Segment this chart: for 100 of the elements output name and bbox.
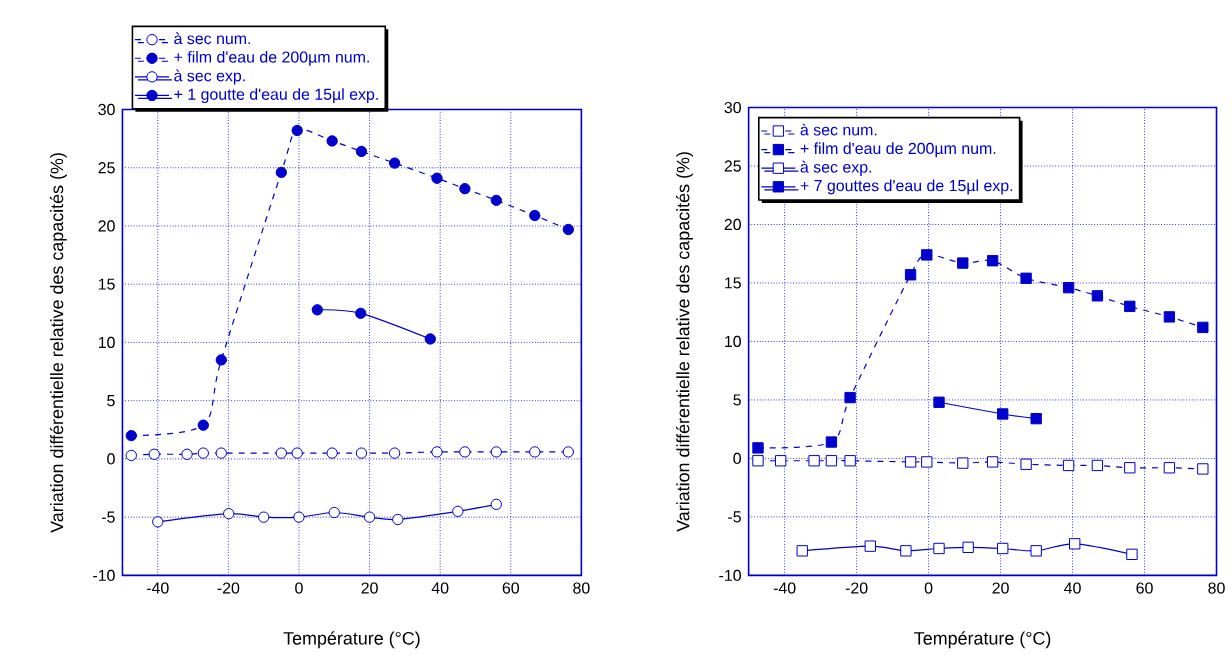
point — [1197, 321, 1209, 334]
x-tick-label: 60 — [1136, 582, 1153, 594]
y-tick-label: 15 — [725, 277, 741, 289]
x-tick-label: 40 — [431, 582, 449, 594]
point — [490, 194, 502, 207]
point — [921, 249, 933, 261]
legend-label: à sec exp. — [174, 69, 245, 85]
x-tick-label: 20 — [992, 582, 1009, 594]
point — [125, 429, 137, 442]
point — [223, 507, 235, 520]
point — [1030, 545, 1042, 557]
x-tick-label: -20 — [845, 582, 868, 594]
point — [904, 456, 917, 468]
point — [197, 447, 209, 459]
y-tick-label: 5 — [107, 395, 115, 407]
legend-label: à sec exp. — [800, 160, 872, 176]
point — [181, 448, 193, 460]
point — [921, 456, 933, 468]
point — [148, 448, 160, 460]
y-tick-label: -5 — [101, 511, 115, 523]
x-tick-label: 60 — [502, 582, 520, 594]
y-tick-label: -10 — [719, 569, 741, 582]
point — [452, 505, 464, 517]
point — [1163, 311, 1176, 323]
point — [431, 172, 443, 184]
legend-label: + 1 goutte d'eau de 15µl exp. — [174, 88, 378, 104]
point — [844, 391, 856, 404]
point — [431, 446, 443, 458]
point — [796, 545, 808, 557]
point — [900, 545, 912, 557]
y-tick-label: 20 — [724, 218, 741, 231]
point — [490, 446, 502, 458]
point — [490, 498, 502, 510]
point — [844, 455, 856, 467]
point — [1020, 458, 1032, 470]
point — [529, 209, 541, 222]
legend-label: + film d'eau de 200µm num. — [800, 142, 996, 158]
legend-label: à sec num. — [800, 123, 877, 136]
point — [962, 541, 974, 553]
x-axis-title: Température (°C) — [914, 631, 1051, 649]
point — [1069, 538, 1081, 550]
point — [355, 145, 368, 158]
y-tick-label: 20 — [98, 220, 115, 232]
point — [864, 540, 876, 552]
y-tick-label: 30 — [98, 103, 115, 116]
y-tick-label: 10 — [98, 336, 115, 349]
y-axis-title: Variation différentielle relative des capacités (%) — [49, 153, 67, 533]
point — [808, 455, 820, 467]
point — [562, 223, 574, 236]
y-tick-label: 25 — [98, 162, 115, 174]
point — [825, 436, 838, 448]
point — [215, 447, 227, 459]
x-tick-label: 40 — [1064, 582, 1081, 594]
point — [1020, 272, 1032, 284]
point — [1197, 463, 1209, 475]
point — [1062, 459, 1075, 472]
x-axis-title: Température (°C) — [283, 631, 420, 649]
point — [825, 455, 838, 467]
x-tick-label: 0 — [924, 582, 933, 594]
point — [355, 447, 368, 459]
point — [752, 455, 764, 467]
point — [328, 506, 340, 519]
point — [752, 442, 764, 454]
point — [1091, 459, 1104, 472]
y-axis-title: Variation différentielle relative des capacités (%) — [676, 152, 693, 532]
point — [392, 513, 404, 526]
point — [986, 255, 999, 267]
point — [904, 269, 917, 281]
x-tick-label: 20 — [361, 582, 378, 594]
point — [957, 257, 969, 269]
point — [355, 307, 367, 319]
point — [275, 166, 287, 179]
point — [388, 157, 401, 169]
point — [459, 446, 471, 458]
point — [1030, 412, 1042, 425]
point — [1124, 462, 1136, 474]
point — [291, 447, 303, 459]
point — [215, 354, 227, 366]
point — [562, 446, 574, 458]
point — [152, 516, 164, 528]
point — [388, 447, 401, 459]
point — [1062, 281, 1075, 294]
point — [291, 124, 303, 137]
point — [529, 446, 541, 458]
point — [125, 449, 137, 462]
x-tick-label: -40 — [773, 582, 796, 594]
point — [326, 135, 338, 147]
y-tick-label: 10 — [725, 335, 741, 348]
x-tick-label: 80 — [1208, 582, 1225, 594]
x-tick-label: 80 — [573, 582, 590, 594]
y-tick-label: -10 — [93, 569, 115, 582]
y-tick-label: 0 — [107, 453, 115, 465]
y-tick-label: 30 — [724, 101, 741, 114]
point — [1126, 548, 1138, 560]
point — [997, 408, 1009, 420]
point — [275, 447, 287, 459]
point — [1091, 290, 1104, 302]
point — [933, 396, 945, 408]
point — [311, 304, 323, 316]
y-tick-label: 25 — [724, 160, 741, 172]
